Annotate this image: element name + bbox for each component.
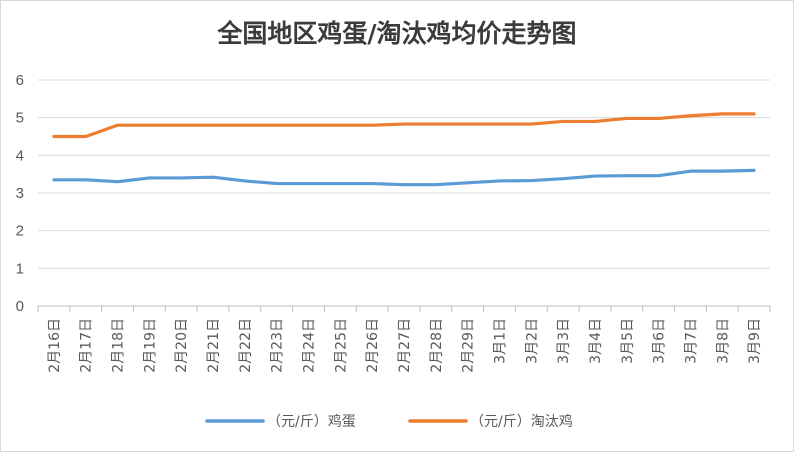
y-tick-label: 2: [16, 223, 24, 240]
y-tick-label: 1: [16, 260, 24, 277]
series-line-0: [52, 168, 756, 187]
x-tick-label: 2月20日: [174, 318, 190, 373]
x-tick-label: 2月21日: [206, 318, 222, 373]
x-tick-label: 2月28日: [429, 318, 445, 373]
legend-label-1: （元/斤）淘汰鸡: [470, 413, 573, 430]
legend-label-0: （元/斤）鸡蛋: [267, 413, 356, 430]
y-tick-label: 3: [16, 185, 24, 202]
y-tick-label: 4: [16, 147, 24, 164]
x-tick-label: 3月2日: [524, 318, 540, 364]
y-axis-ticks: 0 1 2 3 4 5 6: [16, 72, 24, 315]
x-tick-label: 2月22日: [238, 318, 254, 373]
x-tick-label: 3月4日: [588, 318, 604, 364]
x-tick-label: 3月9日: [747, 318, 763, 364]
x-tick-label: 2月27日: [397, 318, 413, 373]
x-tick-label: 2月19日: [142, 318, 158, 373]
x-tick-label: 2月18日: [111, 318, 127, 373]
x-axis-ticks: 2月16日 2月17日 2月18日 2月19日 2月20日 2月21日 2月22日 2月23日…: [47, 318, 763, 373]
x-tick-label: 3月3日: [556, 318, 572, 364]
x-tick-label: 2月26日: [365, 318, 381, 373]
x-tick-label: 3月7日: [683, 318, 699, 364]
x-tick-label: 3月6日: [652, 318, 668, 364]
x-tick-label: 3月8日: [715, 318, 731, 364]
x-tick-label: 2月29日: [461, 318, 477, 373]
series-line-1: [52, 112, 756, 139]
x-tick-label: 2月25日: [333, 318, 349, 373]
y-tick-label: 0: [16, 298, 24, 315]
y-tick-label: 6: [16, 72, 24, 89]
x-tick-label: 3月1日: [492, 318, 508, 364]
x-tick-label: 2月17日: [79, 318, 95, 373]
gridlines: [38, 79, 770, 269]
x-tick-label: 2月24日: [302, 318, 318, 373]
x-tick-label: 2月16日: [47, 318, 63, 373]
x-axis: [37, 305, 771, 312]
x-tick-label: 3月5日: [620, 318, 636, 364]
x-tick-label: 2月23日: [270, 318, 286, 373]
y-tick-label: 5: [16, 110, 24, 127]
series-lines: [52, 112, 756, 187]
chart-title: 全国地区鸡蛋/淘汰鸡均价走势图: [217, 19, 577, 48]
legend: （元/斤）鸡蛋 （元/斤）淘汰鸡: [205, 413, 573, 430]
